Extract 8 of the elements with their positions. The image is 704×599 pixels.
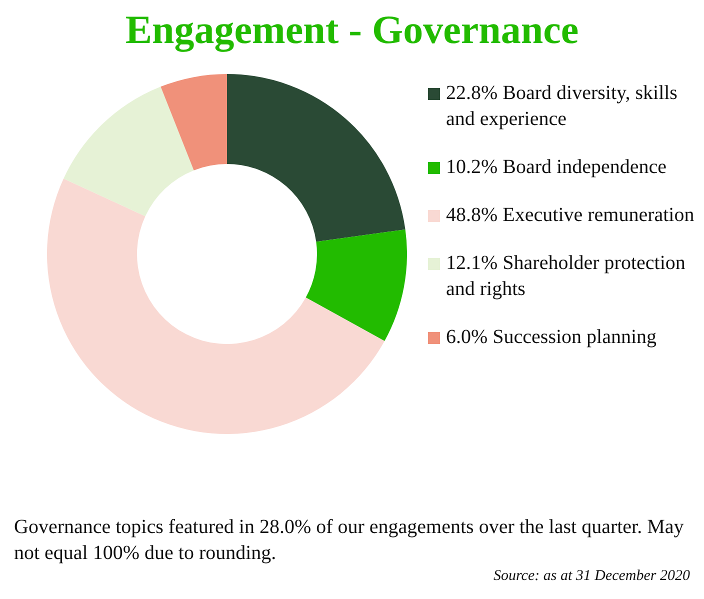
- legend-label: 10.2% Board independence: [446, 156, 666, 178]
- source-note: Source: as at 31 December 2020: [494, 568, 690, 585]
- chart-title: Engagement - Governance: [124, 6, 580, 53]
- legend-label: 48.8% Executive remuneration: [446, 204, 694, 226]
- legend-label: 22.8% Board diversity, skills and experience: [446, 82, 678, 130]
- text: Governance topics featured in 28.0% of our engagements over the last quarter. May not equal 100% due to rounding.: [14, 515, 685, 566]
- legend-label: 12.1% Shareholder protection and rights: [446, 252, 686, 300]
- legend-label: 6.0% Succession planning: [446, 326, 657, 348]
